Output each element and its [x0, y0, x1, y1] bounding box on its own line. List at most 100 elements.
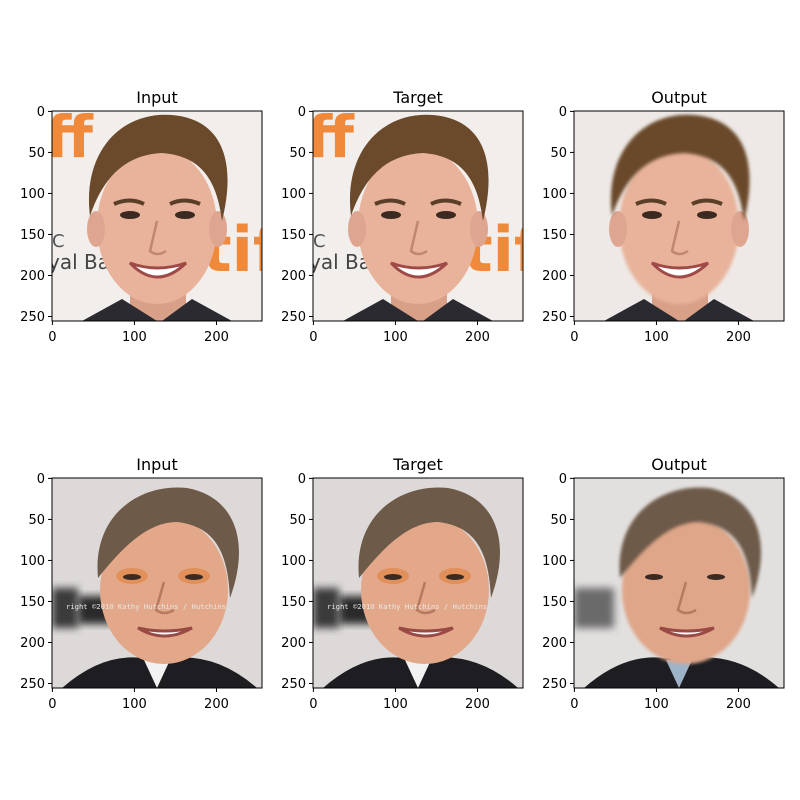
y-tick-label: 0	[298, 105, 306, 120]
eye-right	[707, 574, 725, 580]
ear-right	[209, 211, 227, 247]
eye-right	[446, 574, 464, 580]
shirt	[666, 660, 692, 688]
y-tick-label: 150	[281, 228, 306, 243]
y-tick-label: 150	[281, 595, 306, 610]
hair	[610, 114, 750, 221]
nose	[154, 581, 175, 615]
y-tick-label: 50	[289, 513, 306, 528]
panel-title-output: Output	[651, 88, 707, 107]
eye-right	[436, 211, 456, 219]
collar-left	[604, 299, 679, 321]
y-tick-label: 0	[37, 472, 45, 487]
face-image-output	[574, 478, 784, 688]
logo-text-ff: ff	[46, 103, 94, 171]
eye-left	[642, 211, 662, 219]
shirt	[405, 660, 431, 688]
y-tick-label: 0	[559, 472, 567, 487]
y-tick-label: 250	[542, 310, 567, 325]
y-tick-label: 150	[20, 595, 45, 610]
eye-right	[175, 211, 195, 219]
eye-right	[697, 211, 717, 219]
background-panel-left	[313, 588, 339, 628]
eye-left	[120, 211, 140, 219]
brow-right	[169, 198, 201, 206]
background-panel-left	[52, 588, 78, 628]
x-tick-label: 200	[465, 330, 490, 345]
axes-frame	[51, 110, 263, 322]
smile	[389, 261, 449, 279]
x-tick-label: 100	[644, 330, 669, 345]
x-tick-label: 200	[204, 330, 229, 345]
ear-left	[348, 211, 366, 247]
y-tick-label: 200	[281, 636, 306, 651]
axes-frame	[312, 477, 524, 689]
panel-title-target: Target	[392, 88, 443, 107]
face-image-input: right ©2010 Kathy Hutchins / Hutchins	[52, 478, 262, 688]
y-tick-label: 250	[281, 310, 306, 325]
brow-left	[113, 198, 145, 206]
x-tick-label: 100	[122, 697, 147, 712]
eye-left	[123, 574, 141, 580]
y-tick-label: 200	[20, 636, 45, 651]
collar-right	[684, 299, 754, 321]
y-tick-label: 0	[298, 472, 306, 487]
smile	[659, 626, 715, 638]
brow-left	[374, 198, 406, 206]
eye-left	[645, 574, 663, 580]
y-tick-label: 200	[20, 269, 45, 284]
x-tick-label: 0	[309, 697, 317, 712]
hair	[88, 114, 228, 221]
brow-right	[691, 198, 723, 206]
y-tick-label: 250	[20, 310, 45, 325]
nose	[148, 220, 167, 256]
logo-text-ff: ff	[307, 103, 355, 171]
axes-frame	[51, 477, 263, 689]
collar-left	[82, 299, 157, 321]
y-tick-label: 200	[542, 636, 567, 651]
x-tick-label: 100	[383, 330, 408, 345]
y-tick-label: 100	[542, 187, 567, 202]
panel-title-input: Input	[136, 88, 177, 107]
y-tick-label: 100	[281, 554, 306, 569]
y-tick-label: 150	[542, 228, 567, 243]
brow-left	[635, 198, 667, 206]
y-tick-label: 0	[559, 105, 567, 120]
x-tick-label: 200	[726, 330, 751, 345]
eye-left	[381, 211, 401, 219]
y-tick-label: 50	[550, 513, 567, 528]
watermark-text: right ©2010 Kathy Hutchins / Hutchins	[66, 602, 226, 611]
ear-right	[470, 211, 488, 247]
x-tick-label: 0	[570, 330, 578, 345]
y-tick-label: 50	[28, 146, 45, 161]
face	[622, 516, 750, 664]
axes-frame	[573, 110, 785, 322]
y-tick-label: 0	[37, 105, 45, 120]
x-tick-label: 100	[644, 697, 669, 712]
y-tick-label: 50	[289, 146, 306, 161]
y-tick-label: 200	[542, 269, 567, 284]
eye-right	[185, 574, 203, 580]
smile	[650, 261, 710, 279]
y-tick-label: 100	[20, 187, 45, 202]
nose	[676, 581, 697, 615]
axes-frame	[312, 110, 524, 322]
y-tick-label: 100	[542, 554, 567, 569]
x-tick-label: 100	[122, 330, 147, 345]
x-tick-label: 100	[383, 697, 408, 712]
hair	[349, 114, 489, 221]
x-tick-label: 0	[309, 330, 317, 345]
y-tick-label: 200	[281, 269, 306, 284]
x-tick-label: 200	[726, 697, 751, 712]
y-tick-label: 100	[281, 187, 306, 202]
x-tick-label: 0	[48, 330, 56, 345]
eye-left	[384, 574, 402, 580]
y-tick-label: 100	[20, 554, 45, 569]
watermark-text: right ©2010 Kathy Hutchins / Hutchins	[327, 602, 487, 611]
y-tick-label: 250	[542, 677, 567, 692]
y-tick-label: 250	[20, 677, 45, 692]
nose	[670, 220, 689, 256]
hair	[358, 487, 500, 598]
background-panel-blur	[574, 588, 614, 628]
